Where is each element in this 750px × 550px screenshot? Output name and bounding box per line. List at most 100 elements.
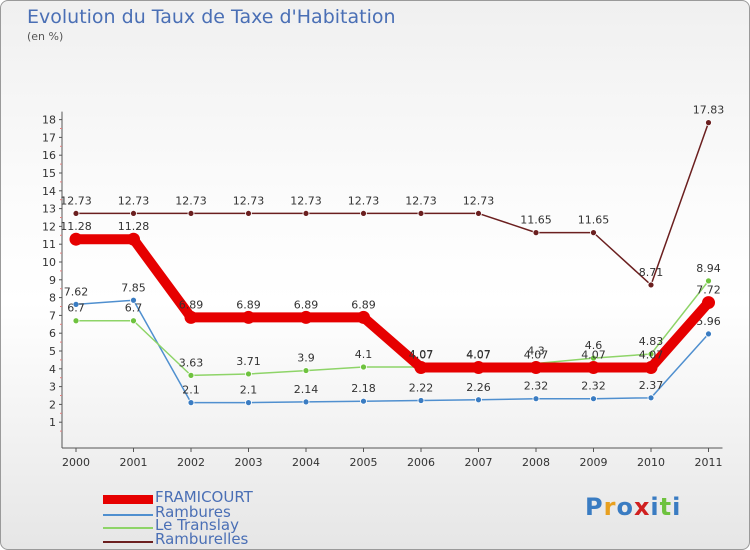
data-point-rambures (475, 396, 482, 404)
data-label-framicourt: 7.72 (696, 284, 721, 297)
data-point-framicourt (357, 310, 370, 324)
data-point-le-translay (130, 317, 137, 325)
data-point-framicourt (587, 361, 600, 375)
y-tick-label: 3 (49, 381, 56, 394)
data-point-rambures (187, 399, 195, 407)
x-tick-label: 2001 (120, 456, 148, 469)
data-point-framicourt (644, 361, 658, 375)
data-label-rambures: 2.26 (466, 381, 491, 394)
logo-letter: i (650, 493, 660, 521)
series-line-le-translay (75, 280, 710, 377)
y-tick-label: 2 (49, 398, 56, 411)
y-tick-label: 6 (49, 327, 56, 340)
data-label-ramburelles: 11.65 (578, 214, 610, 227)
series-line-framicourt (71, 234, 714, 373)
data-point-le-translay (360, 363, 367, 371)
data-label-le-translay: 4.83 (639, 335, 664, 348)
x-tick-label: 2008 (522, 456, 550, 469)
logo-letter: i (672, 493, 682, 521)
chart-title: Evolution du Taux de Taxe d'Habitation (27, 6, 396, 28)
y-tick-label: 17 (42, 131, 56, 144)
data-label-le-translay: 3.63 (179, 356, 204, 369)
data-label-framicourt: 6.89 (351, 298, 376, 311)
y-tick-label: 14 (42, 185, 56, 198)
data-label-rambures: 5.96 (696, 315, 721, 328)
data-label-ramburelles: 17.83 (693, 104, 725, 117)
data-point-ramburelles (245, 210, 252, 217)
data-label-rambures: 7.62 (64, 285, 89, 298)
data-point-ramburelles (302, 210, 310, 217)
data-label-le-translay: 4.3 (527, 344, 545, 357)
data-label-framicourt: 6.89 (236, 298, 261, 311)
data-label-rambures: 2.22 (409, 381, 434, 394)
data-label-le-translay: 6.7 (125, 302, 143, 315)
data-label-ramburelles: 12.73 (233, 194, 265, 207)
data-point-rambures (705, 330, 712, 338)
data-point-le-translay (72, 317, 80, 325)
logo-letter: x (633, 493, 651, 521)
data-point-ramburelles (647, 281, 655, 289)
y-tick-label: 5 (49, 345, 56, 358)
data-label-le-translay: 4.07 (466, 348, 491, 361)
data-point-framicourt (242, 310, 255, 324)
proxiti-logo: Proxiti (585, 493, 681, 521)
x-tick-label: 2004 (292, 456, 320, 469)
data-point-rambures (647, 394, 655, 402)
data-label-le-translay: 4.1 (355, 348, 373, 361)
data-label-ramburelles: 12.73 (290, 194, 322, 207)
x-tick-label: 2009 (580, 456, 608, 469)
data-point-framicourt (529, 361, 543, 375)
data-label-ramburelles: 12.73 (405, 194, 437, 207)
data-label-rambures: 2.1 (240, 384, 258, 397)
data-point-ramburelles (705, 119, 712, 127)
data-label-framicourt: 11.28 (118, 220, 150, 233)
data-label-le-translay: 6.7 (67, 302, 85, 315)
y-tick-label: 1 (49, 416, 56, 429)
data-point-framicourt (69, 232, 83, 246)
logo-letter: r (603, 493, 617, 521)
data-point-ramburelles (532, 229, 540, 237)
data-point-framicourt (472, 361, 485, 375)
data-point-rambures (130, 296, 137, 304)
legend-swatch (103, 527, 153, 529)
data-label-framicourt: 4.07 (581, 349, 606, 362)
y-tick-label: 10 (42, 256, 56, 269)
data-point-le-translay (187, 371, 195, 379)
data-label-ramburelles: 12.73 (175, 194, 207, 207)
data-label-le-translay: 4.6 (585, 339, 603, 352)
y-tick-label: 8 (49, 292, 56, 305)
data-label-framicourt: 4.07 (639, 349, 664, 362)
data-point-rambures (532, 395, 540, 403)
data-label-rambures: 2.14 (294, 383, 319, 396)
data-point-rambures (590, 395, 597, 403)
data-label-framicourt: 6.89 (294, 298, 319, 311)
y-tick-label: 4 (49, 363, 56, 376)
data-label-le-translay: 3.71 (236, 355, 261, 368)
data-label-framicourt: 4.07 (466, 349, 491, 362)
data-point-ramburelles (187, 210, 195, 217)
data-point-framicourt (127, 232, 140, 246)
x-tick-label: 2010 (637, 456, 665, 469)
data-point-ramburelles (72, 210, 80, 217)
data-point-rambures (245, 399, 252, 407)
data-label-rambures: 2.37 (639, 379, 664, 392)
y-tick-label: 9 (49, 274, 56, 287)
data-label-ramburelles: 12.73 (60, 194, 92, 207)
data-point-rambures (72, 300, 80, 308)
y-tick-label: 7 (49, 309, 56, 322)
data-point-ramburelles (130, 210, 137, 217)
series-line-ramburelles (75, 121, 710, 286)
y-tick-label: 11 (42, 238, 56, 251)
data-label-ramburelles: 8.71 (639, 266, 664, 279)
data-point-framicourt (184, 310, 198, 324)
data-label-ramburelles: 11.65 (520, 214, 552, 227)
series-line-rambures (75, 299, 710, 404)
data-point-le-translay (705, 277, 712, 285)
data-label-ramburelles: 12.73 (118, 194, 150, 207)
data-label-rambures: 2.32 (524, 380, 549, 393)
data-label-rambures: 7.85 (121, 281, 146, 294)
data-point-rambures (302, 398, 310, 406)
data-label-rambures: 2.32 (581, 380, 606, 393)
unit-label: (en %) (27, 30, 64, 43)
